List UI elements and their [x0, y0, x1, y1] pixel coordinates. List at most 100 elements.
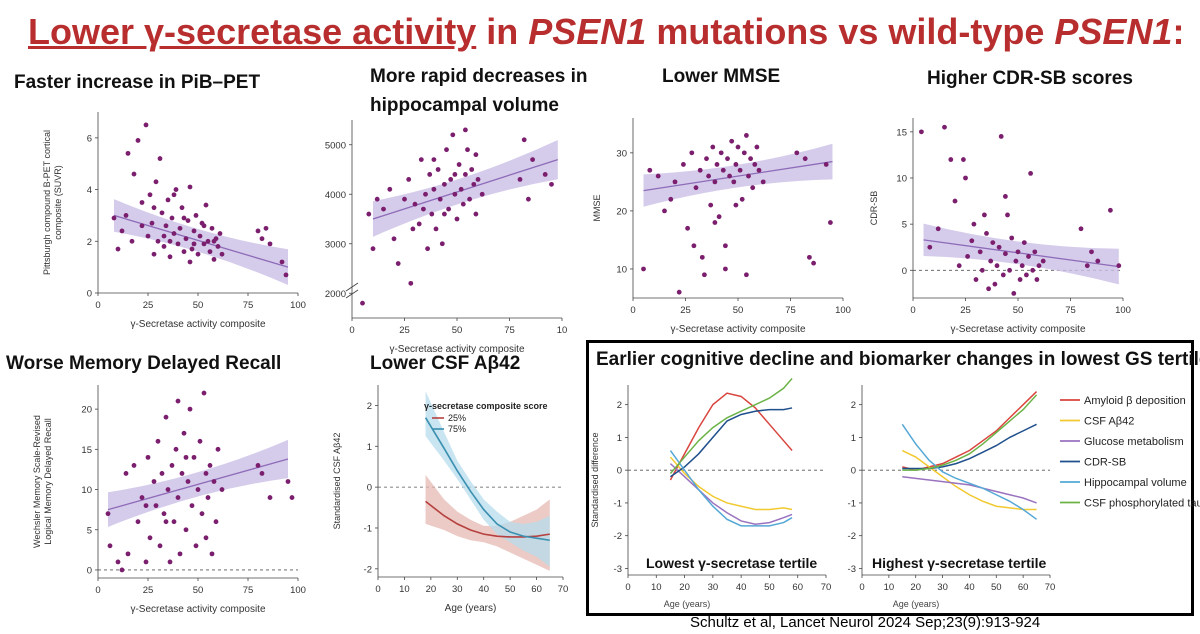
point-pib	[149, 220, 155, 226]
gs-series-CDR-SB	[670, 407, 793, 478]
point-pib	[195, 251, 201, 257]
point-memory	[151, 479, 157, 484]
x-axis-label-cdrsb: γ-Secretase activity composite	[950, 324, 1085, 335]
x-tick-label-mmse: 75	[785, 305, 796, 316]
confidence-band-cdrsb	[923, 223, 1119, 285]
point-hippo	[471, 181, 477, 187]
point-cdrsb	[1017, 277, 1023, 282]
point-mmse	[723, 243, 728, 249]
point-pib	[255, 228, 261, 234]
point-pib	[203, 202, 209, 208]
title-hippo: More rapid decreases in hippocampal volu…	[370, 66, 588, 116]
point-hippo	[421, 206, 426, 212]
confidence-band-hippo	[373, 139, 558, 237]
axes-mmse: 0 25 50 75 100 10 20 30 γ-Secretase activity com…	[592, 118, 851, 335]
gs-panel-frame	[586, 340, 1194, 616]
point-hippo	[366, 211, 372, 217]
gs-series-Hippocampal volume	[669, 450, 793, 527]
point-mmse	[708, 202, 714, 208]
point-hippo	[467, 196, 472, 202]
x-axis-label-csf: Age (years)	[445, 603, 497, 614]
point-hippo	[446, 206, 451, 212]
point-pib	[143, 122, 149, 128]
point-mmse	[725, 156, 730, 162]
point-memory	[119, 567, 125, 573]
point-pib	[215, 244, 221, 249]
point-memory	[205, 495, 211, 500]
gs-y-tick-label: -2	[848, 531, 856, 542]
point-hippo	[402, 196, 407, 202]
point-hippo	[469, 167, 475, 172]
point-cdrsb	[1089, 249, 1094, 255]
x-tick-label-hippo: 10	[557, 325, 568, 336]
point-hippo	[452, 172, 458, 177]
point-mmse	[672, 179, 678, 185]
point-pib	[139, 223, 145, 229]
point-memory	[183, 454, 189, 460]
gs-y-tick-label: 1	[617, 433, 622, 444]
point-mmse	[710, 144, 716, 150]
gs-x-tick-label: 30	[937, 582, 948, 593]
point-memory	[147, 535, 153, 541]
series-line-csf-75%	[424, 417, 550, 542]
point-pib	[123, 213, 129, 218]
y-tick-label-mmse: 30	[616, 148, 627, 159]
gs-y-tick-label: 2	[617, 400, 622, 411]
point-pib	[155, 238, 161, 244]
gs-x-tick-label: 40	[736, 582, 747, 593]
point-memory	[191, 454, 197, 460]
x-tick-label-mmse: 50	[733, 305, 744, 316]
gs-x-axis-label: Age (years)	[664, 599, 711, 609]
point-memory	[173, 446, 179, 452]
point-cdrsb	[1116, 263, 1122, 269]
point-pib	[181, 215, 187, 221]
x-tick-label-csf: 40	[478, 584, 489, 595]
point-hippo	[526, 196, 531, 202]
headline-colon: :	[1172, 11, 1185, 52]
point-cdrsb	[994, 263, 1000, 269]
headline-underlined: Lower γ-secretase activity	[28, 11, 477, 52]
title-cdrsb: Higher CDR-SB scores	[927, 68, 1133, 89]
point-pib	[161, 233, 167, 239]
gs-x-axis-label: Age (years)	[893, 599, 940, 609]
point-hippo	[387, 186, 393, 192]
band-csf-75%	[425, 391, 550, 567]
point-memory	[185, 479, 191, 484]
point-hippo	[473, 152, 479, 158]
gs-subplot-0: 0 10 20 30 40 50 60 70 -3 -2 -1 0 1 2 Lowest γ-secreta…	[590, 377, 832, 609]
point-mmse	[754, 144, 760, 150]
point-cdrsb	[1030, 267, 1036, 273]
point-memory	[167, 559, 173, 565]
legend-label-75%: 75%	[448, 424, 466, 434]
point-cdrsb	[1005, 212, 1010, 218]
point-hippo	[450, 132, 456, 138]
point-hippo	[473, 211, 479, 217]
point-cdrsb	[963, 175, 968, 181]
point-hippo	[448, 177, 454, 182]
point-memory	[193, 543, 199, 549]
point-cdrsb	[973, 277, 979, 282]
point-mmse	[748, 156, 753, 162]
point-memory	[139, 495, 145, 500]
point-cdrsb	[1021, 240, 1027, 246]
point-memory	[199, 511, 205, 517]
point-cdrsb	[1000, 272, 1006, 278]
point-mmse	[712, 220, 718, 225]
y-tick-label-memory: 10	[81, 485, 92, 496]
point-pib	[193, 213, 199, 218]
point-pib	[173, 187, 179, 192]
point-mmse	[733, 202, 739, 208]
x-tick-label-memory: 0	[95, 585, 100, 596]
fit-line-cdrsb	[923, 239, 1119, 268]
gs-x-tick-label: 20	[679, 582, 690, 593]
y-tick-label-csf: 2	[367, 401, 372, 412]
point-memory	[195, 487, 201, 492]
gs-y-tick-label: -3	[848, 564, 856, 575]
point-memory	[183, 527, 189, 533]
point-cdrsb	[977, 249, 983, 255]
y-tick-label-hippo: 2000	[325, 289, 346, 300]
gs-x-tick-label: 30	[708, 582, 719, 593]
x-tick-label-mmse: 25	[680, 305, 691, 316]
point-memory	[161, 511, 167, 517]
point-memory	[203, 535, 209, 541]
